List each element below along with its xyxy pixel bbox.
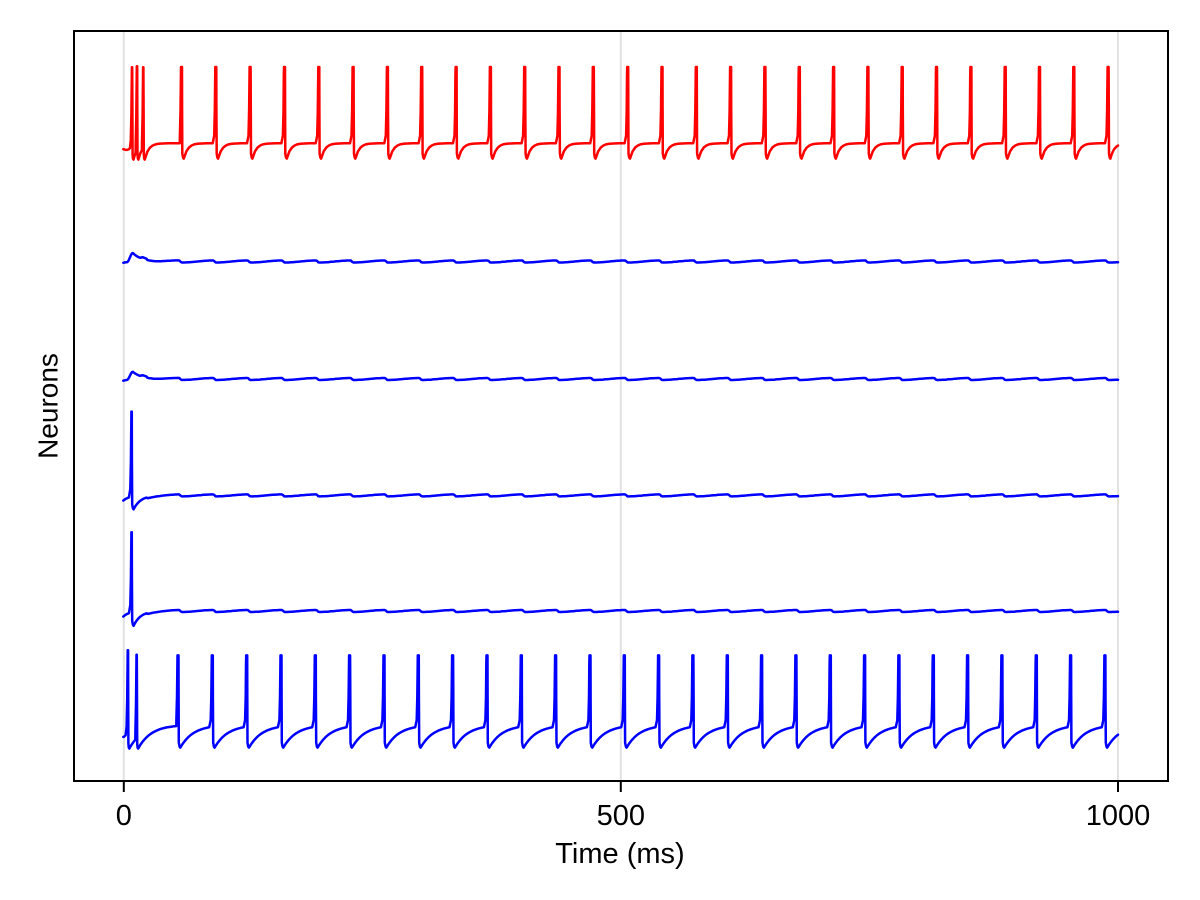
svg-text:0: 0 (116, 800, 132, 832)
svg-text:Time (ms): Time (ms) (555, 838, 684, 870)
svg-text:500: 500 (597, 800, 645, 832)
svg-text:1000: 1000 (1086, 800, 1151, 832)
svg-text:Neurons: Neurons (33, 353, 64, 459)
